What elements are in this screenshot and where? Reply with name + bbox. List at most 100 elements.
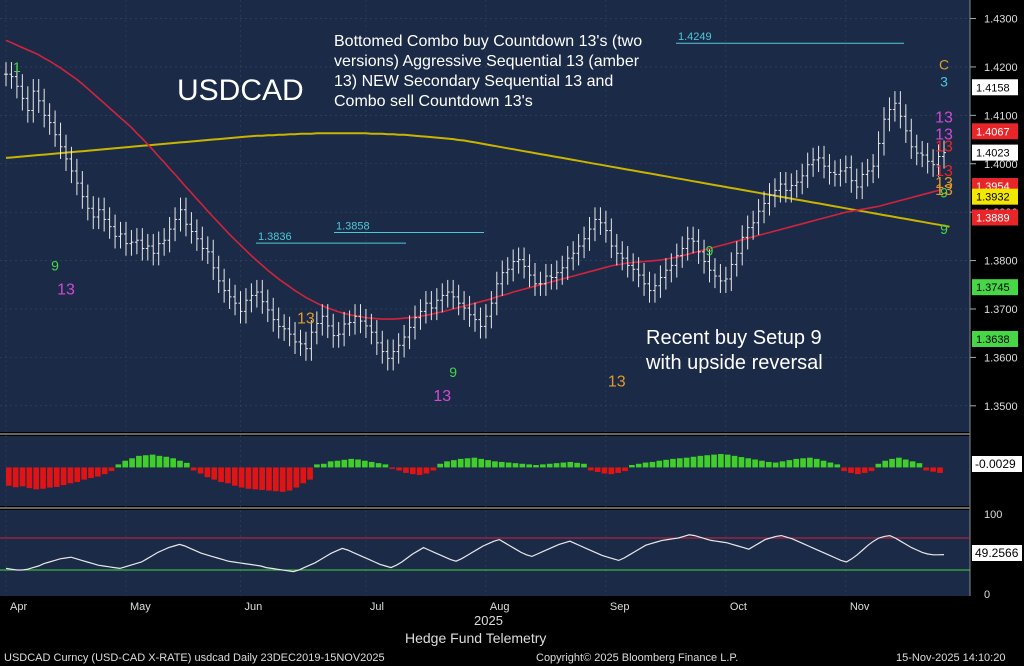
macd-bar — [608, 467, 615, 475]
commentary-bottom: Recent buy Setup 9 with upside reversal — [646, 327, 823, 374]
symbol-title: USDCAD — [177, 74, 304, 107]
macd-bar — [581, 463, 587, 468]
macd-bar — [279, 467, 286, 492]
macd-value-tag-bg — [972, 456, 1022, 472]
macd-bar — [115, 464, 122, 468]
macd-bar — [916, 463, 923, 468]
rsi-tick-label: 0 — [984, 589, 990, 601]
price-tag-bg — [972, 330, 1018, 347]
td-count-label: 13 — [935, 175, 953, 192]
macd-bar — [197, 467, 204, 474]
ticker-info: USDCAD Curncy (USD-CAD X-RATE) usdcad Da… — [4, 652, 385, 664]
macd-bar — [362, 460, 368, 468]
macd-bar — [704, 455, 711, 468]
macd-bar — [512, 463, 519, 468]
y-tick-label: 1.4200 — [984, 62, 1018, 74]
price-tag: 1.3638 — [976, 334, 1010, 346]
tdst-levels: 1.4249 1.3858 1.3836 — [256, 31, 904, 244]
macd-bar — [26, 467, 33, 489]
x-tick-label: Aug — [490, 601, 510, 613]
macd-bar — [101, 467, 108, 475]
macd-bar — [184, 462, 190, 468]
macd-bar — [820, 460, 827, 468]
rsi-value-tag-bg — [972, 545, 1022, 561]
price-tag-bg — [972, 188, 1018, 205]
macd-bar — [416, 467, 423, 476]
macd-bar — [526, 464, 532, 468]
macd-bar — [464, 458, 471, 468]
td-count-label: 13 — [57, 281, 75, 298]
macd-bar — [574, 462, 580, 468]
price-tag: 1.3745 — [976, 282, 1010, 294]
macd-bar — [136, 455, 142, 468]
timestamp: 15-Nov-2025 14:10:20 — [896, 652, 1005, 664]
td-count-label: 13 — [935, 182, 953, 199]
price-tag: 1.3932 — [976, 192, 1010, 204]
rsi-value-tag: 49.2566 — [975, 546, 1019, 560]
macd-bar — [896, 457, 902, 468]
macd-bar — [759, 460, 765, 468]
td-count-label: 3 — [940, 73, 948, 89]
macd-bar — [108, 467, 115, 472]
macd-bar — [334, 460, 341, 468]
y-tick-label: 1.3500 — [984, 401, 1018, 413]
macd-bar — [245, 467, 252, 489]
macd-bar — [211, 467, 218, 480]
td-count-label: 9 — [940, 185, 948, 201]
macd-bar — [533, 464, 539, 468]
year-label: 2025 — [474, 613, 503, 628]
macd-bar — [601, 467, 608, 474]
price-tag: 1.4067 — [976, 126, 1010, 138]
tdst-level-label: 1.3858 — [336, 220, 370, 232]
macd-bar — [519, 463, 526, 468]
x-tick-label: Nov — [850, 601, 870, 613]
macd-bar — [505, 462, 512, 468]
macd-bar — [67, 467, 74, 484]
macd-bar — [122, 460, 129, 468]
macd-bar — [286, 467, 293, 491]
macd-bar — [553, 463, 560, 468]
macd-bar — [546, 463, 553, 468]
price-tag-bg — [972, 79, 1018, 96]
macd-bar — [629, 464, 635, 468]
macd-bar — [909, 461, 916, 468]
macd-bar — [259, 467, 265, 490]
macd-bar — [382, 464, 389, 468]
macd-bar — [81, 467, 87, 480]
macd-bar — [437, 463, 443, 468]
y-tick-label: 1.4000 — [984, 159, 1018, 171]
td-count-label: 13 — [935, 127, 953, 144]
macd-bar — [498, 461, 505, 468]
macd-bar — [786, 460, 793, 468]
y-tick-label: 1.3800 — [984, 256, 1018, 268]
macd-bar — [813, 458, 820, 468]
macd-bar — [300, 467, 307, 484]
macd-bar — [834, 464, 841, 468]
macd-bar — [231, 467, 238, 486]
macd-bar — [320, 463, 327, 468]
price-panel — [0, 0, 970, 432]
macd-bar — [163, 456, 170, 468]
macd-bar — [594, 467, 601, 472]
macd-bar — [642, 462, 649, 468]
macd-bar — [540, 464, 546, 468]
macd-bar — [738, 457, 745, 468]
commentary-top-box: Bottomed Combo buy Countdown 13's (two v… — [334, 33, 643, 110]
macd-bar — [793, 458, 800, 468]
macd-bar — [444, 461, 450, 468]
macd-bar — [923, 467, 930, 471]
macd-bar — [635, 463, 642, 468]
td-count-label: 9 — [51, 257, 59, 273]
y-tick-label: 1.3700 — [984, 304, 1018, 316]
tdst-level-label: 1.4249 — [678, 31, 712, 43]
macd-bar — [683, 457, 690, 468]
commentary-top: Bottomed Combo buy Countdown 13's (two v… — [334, 33, 643, 110]
macd-bar — [670, 458, 676, 468]
x-tick-label: Jul — [370, 601, 384, 613]
price-tag-bg — [972, 144, 1018, 161]
macd-bar — [848, 467, 854, 473]
macd-bar — [40, 467, 46, 489]
macd-bar — [204, 467, 211, 478]
macd-bar — [60, 467, 67, 486]
